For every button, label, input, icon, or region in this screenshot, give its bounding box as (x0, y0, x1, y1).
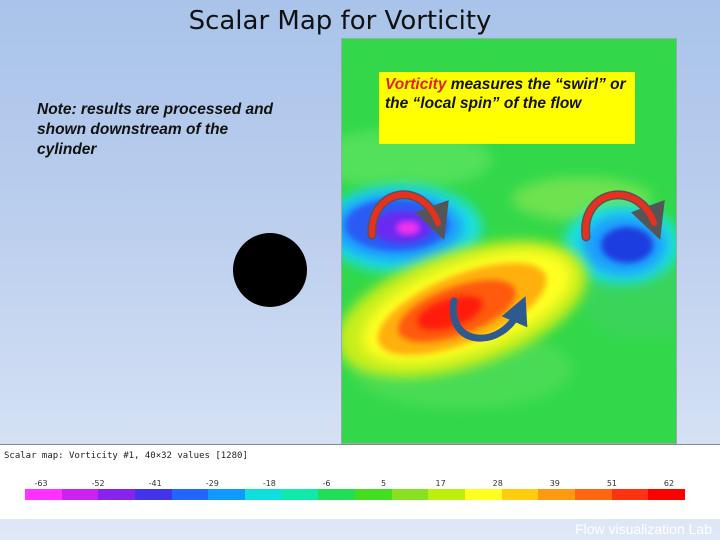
color-swatch (171, 489, 209, 500)
note-text: Note: results are processed and shown do… (37, 101, 274, 159)
vortex-positive (342, 240, 587, 378)
color-swatch (428, 489, 466, 500)
scale-tick-label: 51 (606, 479, 617, 488)
cylinder-shape (233, 233, 307, 307)
color-swatch (281, 489, 319, 500)
scale-bar-header: Scalar map: Vorticity #1, 40×32 values [… (4, 451, 248, 461)
scale-tick-label: 5 (380, 479, 387, 488)
scale-tick-label: 17 (435, 479, 446, 488)
color-swatch (135, 489, 172, 500)
scale-tick-label: -6 (322, 479, 331, 488)
color-swatch (208, 489, 246, 500)
scale-tick-row: -63 -52 -41 -29 -18 -6 5 17 28 39 51 62 (25, 479, 685, 491)
scale-tick-label: -63 (34, 479, 48, 488)
callout-text: measures the “swirl” or the “local spin”… (385, 76, 626, 112)
scale-tick-label: 39 (549, 479, 560, 488)
color-swatch (318, 489, 356, 500)
scale-tick-label: 28 (492, 479, 503, 488)
color-swatch (61, 489, 99, 500)
vorticity-callout: Vorticity measures the “swirl” or the “l… (379, 72, 635, 144)
color-swatch (611, 489, 649, 500)
blue-curved-arrow-icon (449, 296, 528, 342)
color-swatch (98, 489, 136, 500)
color-swatch (25, 489, 62, 500)
scale-tick-label: -52 (91, 479, 105, 488)
color-swatch (391, 489, 429, 500)
color-swatch (355, 489, 392, 500)
color-swatch (575, 489, 612, 500)
color-swatch (648, 489, 686, 500)
color-swatch (465, 489, 502, 500)
scale-tick-label: -41 (148, 479, 162, 488)
scale-tick-label: 62 (663, 479, 675, 488)
color-swatch (245, 489, 282, 500)
color-swatch (538, 489, 576, 500)
color-scale-bar (25, 489, 686, 500)
slide-title: Scalar Map for Vorticity (188, 6, 492, 36)
color-swatch (501, 489, 539, 500)
scale-bar-panel: Scalar map: Vorticity #1, 40×32 values [… (0, 444, 720, 519)
callout-highlight: Vorticity (385, 76, 447, 93)
footer-text: Flow visualization Lab (575, 521, 712, 537)
scale-tick-label: -29 (205, 479, 219, 488)
scale-tick-label: -18 (262, 479, 276, 488)
